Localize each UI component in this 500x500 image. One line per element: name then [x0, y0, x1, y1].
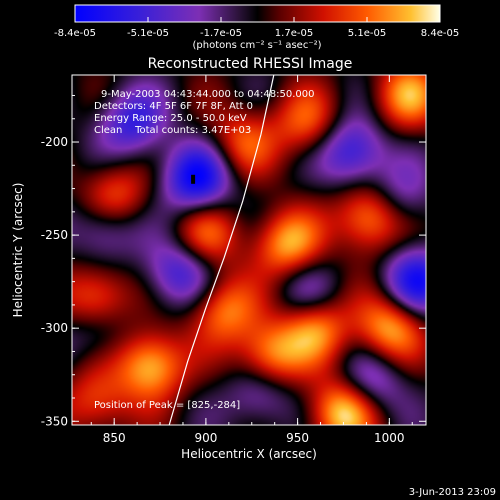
annotation-time-range: 9-May-2003 04:43:44.000 to 04:48:50.000 [101, 89, 314, 100]
colorbar-ticks [74, 17, 441, 22]
y-tick-label: -250 [41, 228, 68, 242]
peak-position-label: Position of Peak = [825,-284] [94, 400, 240, 411]
x-axis-tick-labels: 850 900 950 1000 [103, 431, 405, 445]
annotation-detectors: Detectors: 4F 5F 6F 7F 8F, Att 0 [94, 101, 253, 112]
heatmap-image [72, 75, 426, 425]
footer-timestamp: 3-Jun-2013 23:09 [409, 487, 496, 498]
x-tick-label: 950 [286, 431, 309, 445]
plot-frame [71, 74, 427, 426]
annotation-clean-counts: Clean Total counts: 3.47E+03 [94, 125, 251, 136]
colorbar-tick-label: -5.1e-05 [127, 28, 169, 39]
y-axis-label: Heliocentric Y (arcsec) [11, 183, 25, 318]
y-tick-label: -200 [41, 135, 68, 149]
x-tick-label: 1000 [374, 431, 405, 445]
peak-marker [191, 174, 196, 184]
colorbar-tick-label: -1.7e-05 [200, 28, 242, 39]
colorbar-tick-label: 1.7e-05 [275, 28, 313, 39]
y-tick-label: -350 [41, 414, 68, 428]
annotation-energy-range: Energy Range: 25.0 - 50.0 keV [94, 113, 247, 124]
chart-title: Reconstructed RHESSI Image [148, 56, 353, 72]
colorbar-tick-labels: -8.4e-05 -5.1e-05 -1.7e-05 1.7e-05 5.1e-05 8.… [54, 28, 459, 39]
x-tick-label: 850 [103, 431, 126, 445]
x-axis-label: Heliocentric X (arcsec) [181, 447, 317, 461]
y-tick-label: -300 [41, 321, 68, 335]
y-axis-ticks [72, 94, 426, 422]
colorbar-tick-label: -8.4e-05 [54, 28, 96, 39]
y-axis-tick-labels: -350 -300 -250 -200 [41, 135, 68, 428]
colorbar-tick-label: 5.1e-05 [348, 28, 386, 39]
colorbar-units: (photons cm⁻² s⁻¹ asec⁻²) [192, 40, 321, 51]
annotation-block: 9-May-2003 04:43:44.000 to 04:48:50.000 … [94, 89, 314, 411]
x-axis-ticks [90, 75, 413, 425]
x-tick-label: 900 [194, 431, 217, 445]
solar-limb-line [168, 75, 275, 425]
colorbar [74, 4, 441, 23]
colorbar-tick-label: 8.4e-05 [421, 28, 459, 39]
